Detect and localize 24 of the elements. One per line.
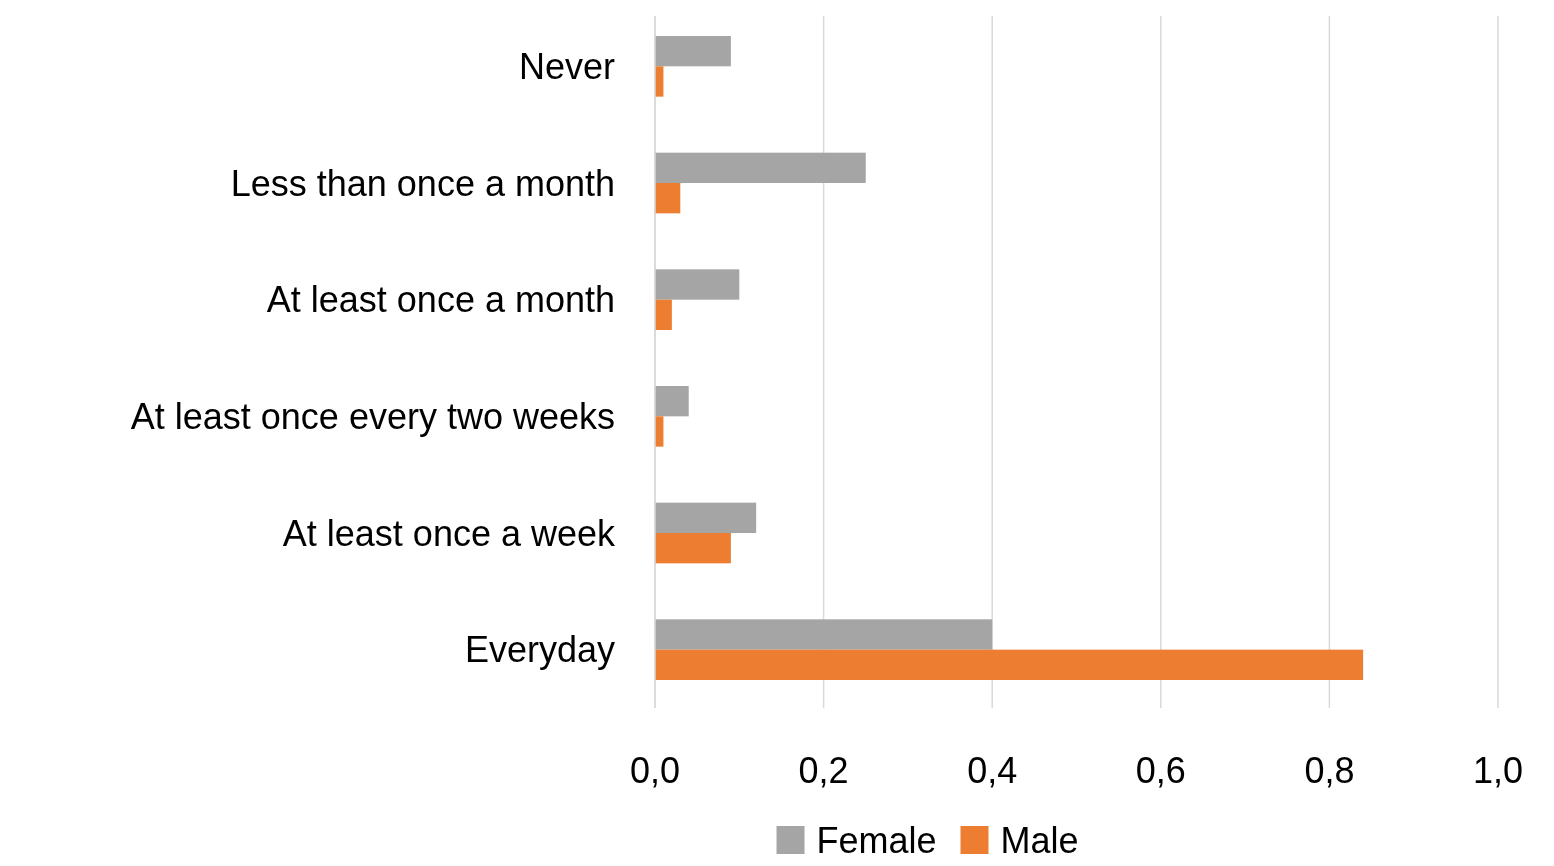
bar <box>655 619 993 650</box>
x-tick-label: 0,0 <box>629 749 681 791</box>
legend-label: Female <box>816 819 937 861</box>
y-tick-label: Never <box>518 45 616 87</box>
y-tick-label: At least once a month <box>266 279 615 321</box>
bar <box>655 299 672 330</box>
bar <box>655 502 757 533</box>
bar <box>655 269 740 300</box>
x-tick-label: 0,8 <box>1304 749 1355 791</box>
x-tick-label: 0,6 <box>1135 749 1186 791</box>
y-tick-label: Everyday <box>464 629 615 671</box>
bar <box>655 533 731 564</box>
y-tick-label: Less than once a month <box>230 162 615 204</box>
x-tick-label: 0,2 <box>798 749 849 791</box>
bar <box>655 649 1364 680</box>
bar <box>655 386 689 417</box>
x-tick-label: 0,4 <box>967 749 1018 791</box>
x-tick-label: 1,0 <box>1472 749 1524 791</box>
bar <box>655 36 731 67</box>
y-tick-label: At least once a week <box>282 512 616 554</box>
y-tick-label: At least once every two weeks <box>130 395 615 437</box>
bar <box>655 183 681 214</box>
bar <box>655 152 866 183</box>
legend-label: Male <box>1000 819 1079 861</box>
